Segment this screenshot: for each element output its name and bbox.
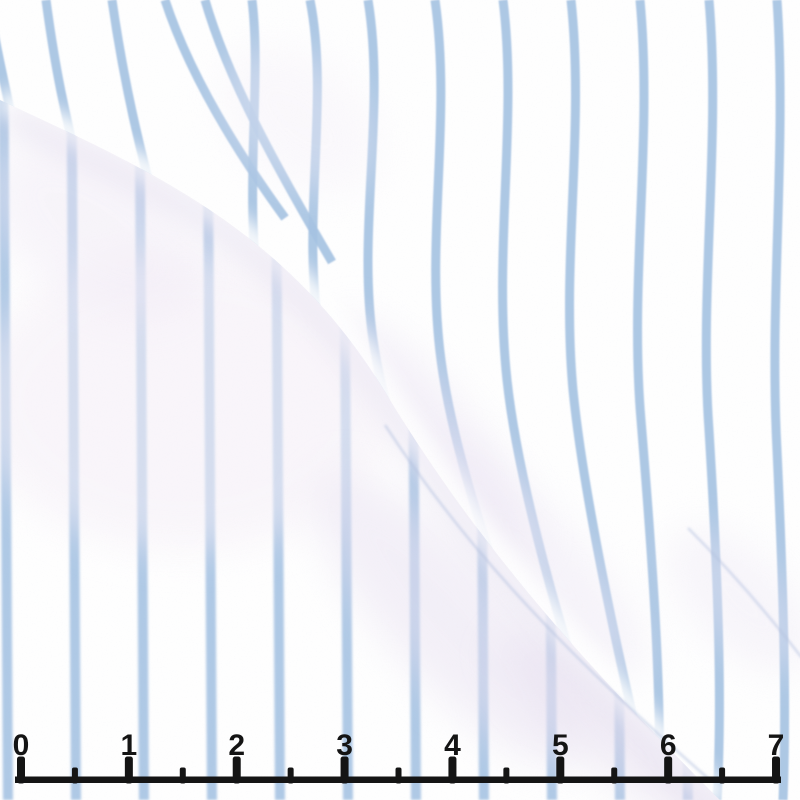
ruler-minor-tick <box>719 767 726 784</box>
ruler-minor-tick <box>287 767 294 784</box>
ruler-major-tick <box>340 756 349 784</box>
ruler-minor-tick <box>611 767 618 784</box>
ruler-label: 6 <box>660 729 677 762</box>
ruler-major-tick <box>448 756 457 784</box>
ruler-major-tick <box>124 756 133 784</box>
ruler-label: 3 <box>336 729 353 762</box>
ruler-major-tick <box>664 756 673 784</box>
ruler-label: 5 <box>552 729 569 762</box>
ruler-label: 2 <box>228 729 245 762</box>
ruler-minor-tick <box>503 767 510 784</box>
ruler-major-tick <box>232 756 241 784</box>
ruler-major-tick <box>772 756 781 784</box>
ruler-minor-tick <box>395 767 402 784</box>
ruler-minor-tick <box>71 767 78 784</box>
ruler-label: 7 <box>768 729 785 762</box>
ruler-major-tick <box>17 756 25 784</box>
ruler-label: 4 <box>444 729 461 762</box>
ruler-minor-tick <box>179 767 186 784</box>
ruler-label: 1 <box>121 729 138 762</box>
ruler: 0 1 2 3 4 5 6 7 <box>13 729 785 784</box>
ruler-major-tick <box>556 756 565 784</box>
ruler-label: 0 <box>13 729 30 762</box>
